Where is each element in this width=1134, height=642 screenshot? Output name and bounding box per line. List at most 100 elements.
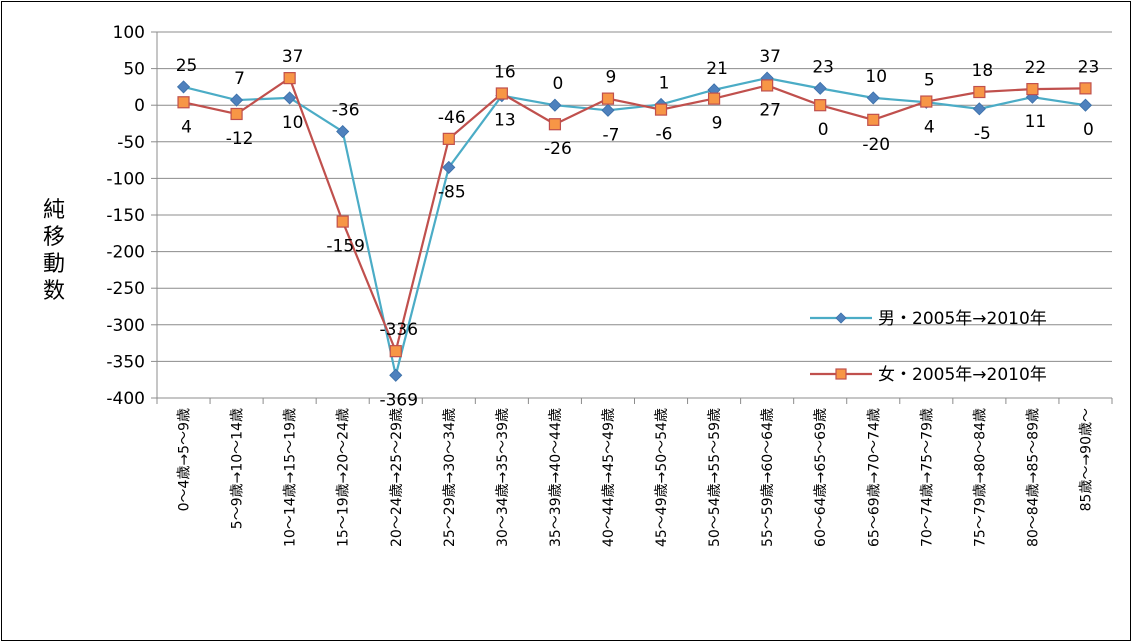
x-category-label: 70～74歳→75～79歳 (919, 408, 935, 547)
data-label-male: 13 (494, 111, 516, 131)
data-label-male: 1 (659, 73, 670, 93)
data-label-male: 11 (1025, 112, 1047, 132)
data-label-male: 10 (865, 67, 887, 87)
data-label-female: -12 (226, 129, 254, 149)
x-category-label: 25～29歳→30～34歳 (442, 408, 458, 547)
data-label-female: 5 (924, 71, 935, 91)
x-category-label: 35～39歳→40～44歳 (548, 408, 564, 547)
data-point (920, 95, 933, 108)
data-label-female: -20 (862, 135, 890, 155)
x-category-label: 60～64歳→65～69歳 (813, 408, 829, 547)
y-tick-label: -200 (106, 243, 145, 263)
data-label-male: 0 (1083, 120, 1094, 140)
data-point (230, 93, 244, 107)
data-point (1026, 82, 1039, 96)
x-category-label: 75～79歳→80～84歳 (972, 408, 988, 547)
data-point (283, 72, 296, 85)
data-label-male: -85 (438, 182, 466, 202)
data-point (601, 103, 615, 117)
data-point (867, 113, 880, 126)
x-category-label: 65～69歳→70～74歳 (866, 408, 882, 547)
series-line (183, 76, 1086, 355)
data-label-female: 16 (494, 62, 516, 82)
data-point (1079, 82, 1092, 95)
data-label-female: 4 (181, 117, 192, 137)
data-label-female: -336 (379, 320, 418, 340)
data-label-female: 0 (818, 120, 829, 140)
gridlines (151, 31, 1113, 404)
y-tick-label: 100 (113, 23, 145, 43)
data-label-female: 27 (759, 100, 781, 120)
data-label-female: -159 (326, 237, 365, 257)
data-point (548, 98, 562, 112)
data-label-male: 23 (812, 57, 834, 77)
data-label-male: 21 (706, 59, 728, 79)
data-label-female: -46 (438, 108, 466, 128)
data-point (336, 124, 350, 139)
y-tick-label: -400 (106, 389, 145, 409)
data-point (283, 91, 297, 105)
data-point (389, 345, 402, 358)
data-label-female: 18 (972, 61, 994, 81)
data-label-male: -36 (332, 101, 360, 121)
y-tick-label: -100 (106, 169, 145, 189)
x-category-label: 50～54歳→55～59歳 (707, 408, 723, 547)
data-point (866, 91, 880, 105)
data-label-male: 4 (924, 117, 935, 137)
data-label-male: -7 (602, 125, 619, 145)
legend-label: 男・2005年→2010年 (878, 309, 1047, 329)
x-category-label: 0～4歳→5～9歳 (177, 408, 193, 511)
data-point (336, 215, 349, 228)
y-tick-label: -50 (117, 133, 145, 153)
data-point (230, 107, 243, 121)
series-line (183, 76, 1086, 376)
y-tick-label: -150 (106, 206, 145, 226)
y-tick-label: -350 (106, 352, 145, 372)
x-category-label: 85歳～→90歳～ (1078, 408, 1094, 511)
data-point (973, 85, 986, 99)
data-label-male: -5 (974, 124, 991, 144)
x-axis-categories: 0～4歳→5～9歳 5～9歳→10～14歳 10～14歳→15～19歳 15～19歳→… (177, 408, 1095, 547)
data-point (654, 103, 668, 116)
data-point (548, 118, 562, 131)
x-category-label: 20～24歳→25～29歳 (389, 408, 405, 547)
x-category-label: 45～49歳→50～54歳 (654, 408, 670, 547)
data-point (601, 92, 615, 105)
data-label-female: 22 (1025, 58, 1047, 78)
data-point (495, 87, 508, 100)
x-category-label: 80～84歳→85～89歳 (1025, 408, 1041, 547)
data-label-male: -369 (379, 390, 418, 410)
y-tick-label: 50 (123, 60, 145, 80)
data-point (972, 102, 986, 116)
data-point (1078, 98, 1093, 112)
y-tick-label: 0 (134, 96, 145, 116)
data-point (814, 99, 827, 112)
data-point (389, 368, 403, 382)
y-tick-label: -300 (106, 316, 145, 336)
x-category-label: 40～44歳→45～49歳 (601, 408, 617, 547)
data-point (813, 81, 827, 95)
x-category-label: 5～9歳→10～14歳 (230, 408, 246, 529)
data-label-male: 0 (553, 74, 564, 94)
data-label-male: 25 (176, 56, 198, 76)
data-label-female: -26 (544, 139, 572, 159)
data-point (442, 160, 456, 174)
data-label-male: 7 (234, 69, 245, 89)
data-point (707, 92, 721, 105)
x-category-label: 55～59歳→60～64歳 (760, 408, 776, 547)
data-label-male: 10 (282, 113, 304, 133)
legend-marker (835, 368, 847, 380)
legend-label: 女・2005年→2010年 (878, 365, 1047, 385)
data-point (176, 80, 191, 94)
data-label-female: 9 (606, 68, 617, 88)
y-tick-label: -250 (106, 279, 145, 299)
data-point (177, 96, 190, 109)
data-point (761, 79, 774, 92)
y-axis-ticks: 100 50 0 -50 -100 -150 -200 -250 -300 -350 -400 (106, 23, 145, 409)
data-label-female: 37 (282, 47, 304, 67)
data-label-female: 23 (1078, 57, 1100, 77)
